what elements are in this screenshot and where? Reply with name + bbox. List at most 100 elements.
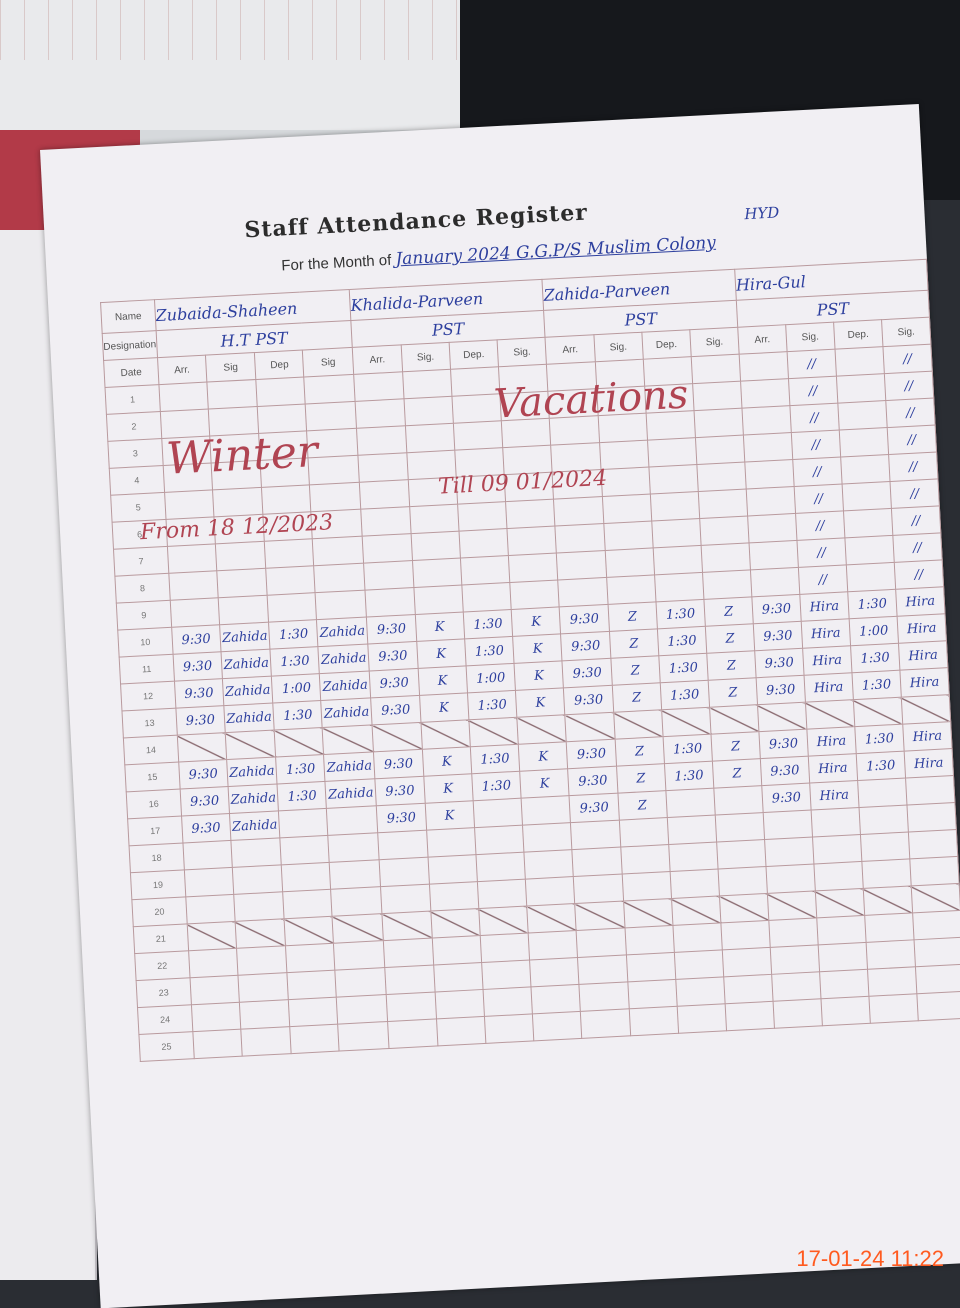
date-cell: 12 — [120, 681, 176, 711]
attendance-cell — [600, 467, 650, 497]
attendance-cell — [810, 807, 861, 838]
time-entry: 1:30 — [665, 605, 696, 623]
ditto-mark: // — [905, 405, 916, 421]
attendance-cell — [206, 379, 258, 410]
date-cell: 11 — [119, 654, 175, 685]
attendance-cell — [626, 952, 676, 982]
attendance-cell — [906, 802, 957, 832]
attendance-cell — [860, 831, 910, 862]
attendance-cell — [647, 437, 698, 468]
attendance-cell — [481, 959, 532, 990]
signature: Zahida — [320, 650, 367, 668]
attendance-cell — [478, 906, 529, 936]
month-line: For the Month of January 2024 G.G.P/S Mu… — [281, 233, 716, 276]
attendance-cell — [765, 863, 816, 894]
time-entry: 1:00 — [475, 669, 506, 687]
column-header-label: Sig. — [416, 351, 435, 364]
attendance-cell: K — [511, 606, 561, 637]
attendance-cell — [913, 937, 960, 967]
attendance-cell — [510, 579, 560, 610]
column-header: Sig. — [785, 322, 835, 352]
attendance-cell — [834, 346, 885, 377]
column-header: Dep — [254, 350, 305, 380]
date-cell: 22 — [134, 950, 190, 981]
date-number: 18 — [151, 852, 162, 864]
attendance-cell — [767, 890, 817, 921]
attendance-cell: K — [422, 746, 472, 777]
attendance-cell — [458, 528, 509, 559]
attendance-cell — [605, 547, 655, 578]
ditto-mark: // — [812, 464, 823, 480]
column-header: Sig. — [689, 327, 740, 357]
signature: Hira — [817, 760, 848, 777]
attendance-cell — [843, 508, 893, 538]
attendance-cell: 1:30 — [664, 761, 714, 791]
attendance-cell — [158, 382, 209, 412]
attendance-cell: Hira — [799, 591, 850, 622]
attendance-cell: 1:30 — [657, 626, 707, 656]
date-number: 20 — [154, 906, 165, 918]
column-header: Sig — [205, 352, 257, 383]
attendance-cell — [741, 405, 792, 436]
attendance-cell — [360, 506, 411, 537]
attendance-cell — [261, 484, 312, 515]
date-number: 17 — [149, 825, 161, 837]
attendance-cell — [508, 553, 558, 583]
attendance-cell — [429, 881, 479, 912]
attendance-cell: Zahida — [325, 778, 377, 809]
staff-designation: PST — [431, 318, 465, 340]
attendance-cell: Z — [616, 763, 666, 794]
attendance-cell — [837, 400, 888, 431]
attendance-cell — [167, 543, 217, 574]
time-entry: 9:30 — [768, 735, 799, 753]
date-cell: 21 — [133, 923, 189, 954]
signature: Hira — [812, 652, 843, 669]
signature: Z — [634, 743, 645, 760]
attendance-cell: // — [786, 349, 837, 379]
signature: Zahida — [230, 790, 277, 808]
attendance-cell — [770, 944, 820, 975]
attendance-cell — [861, 858, 912, 889]
date-cell: 7 — [113, 546, 169, 577]
attendance-cell — [916, 991, 960, 1021]
time-entry: 1:30 — [666, 632, 697, 650]
time-entry: 9:30 — [189, 793, 220, 810]
attendance-cell — [722, 947, 772, 977]
attendance-cell: Z — [607, 601, 658, 632]
attendance-cell — [290, 1024, 340, 1054]
signature: Z — [628, 635, 639, 652]
attendance-cell — [239, 999, 291, 1030]
attendance-cell: Z — [708, 677, 758, 708]
attendance-cell: 9:30 — [370, 695, 421, 725]
attendance-cell — [212, 487, 264, 517]
attendance-cell: 1:30 — [659, 680, 710, 710]
attendance-cell — [353, 371, 404, 402]
column-header-label: Sig. — [801, 331, 820, 343]
date-number: 10 — [140, 636, 151, 648]
attendance-cell — [565, 712, 615, 742]
attendance-cell — [701, 542, 751, 573]
attendance-cell — [694, 408, 744, 438]
attendance-cell — [328, 832, 380, 863]
attendance-cell — [412, 558, 462, 588]
attendance-cell: 1:30 — [464, 636, 515, 666]
signature: Hira — [819, 787, 850, 804]
column-header-label: Sig. — [609, 341, 628, 353]
time-entry: 1:30 — [282, 707, 313, 724]
attendance-cell — [739, 351, 789, 382]
ditto-mark: // — [815, 517, 825, 534]
column-header-label: Sig. — [705, 336, 724, 348]
attendance-cell: 1:30 — [270, 646, 320, 677]
column-header-label: Arr. — [173, 363, 191, 376]
column-header-label: Arr. — [754, 333, 771, 346]
signature: Zahida — [231, 817, 278, 835]
attendance-cell — [905, 775, 955, 806]
attendance-cell — [557, 577, 608, 607]
attendance-cell — [744, 459, 795, 490]
attendance-cell — [230, 837, 282, 868]
attendance-cell — [531, 984, 581, 1014]
attendance-cell: 9:30 — [754, 648, 804, 678]
attendance-cell — [911, 883, 960, 913]
column-header-label: Dep. — [462, 348, 485, 361]
attendance-cell — [651, 518, 702, 548]
